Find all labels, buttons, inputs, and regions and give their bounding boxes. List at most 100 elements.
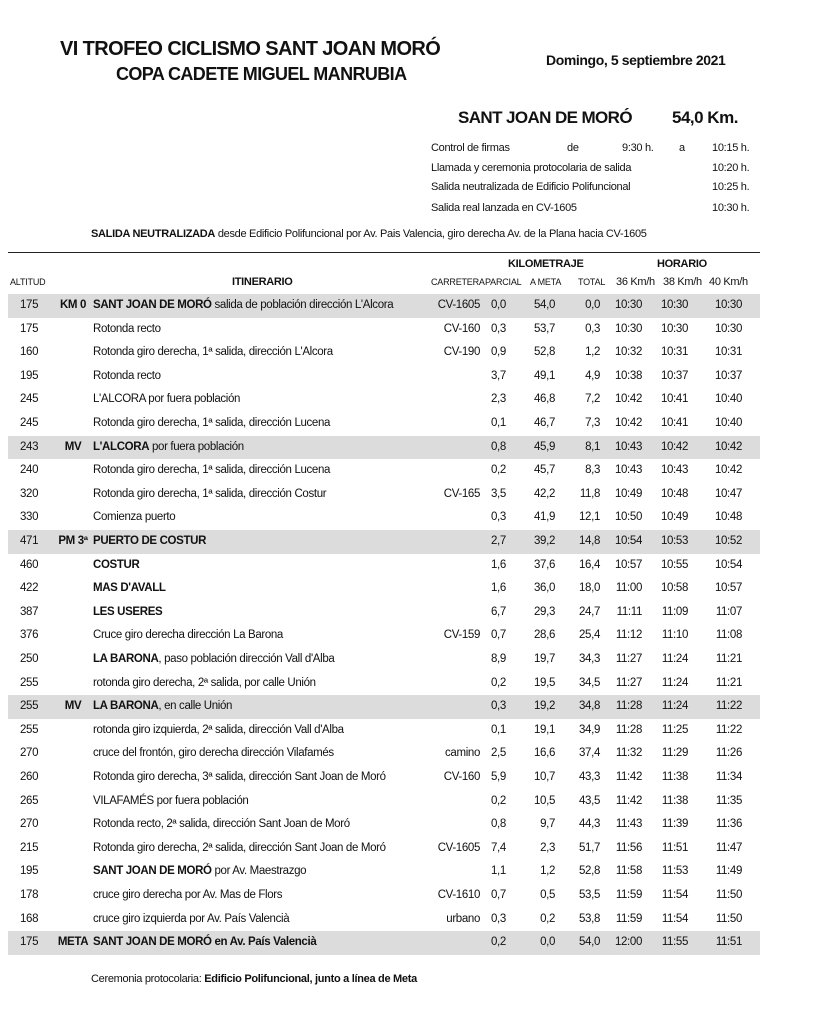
time-40: 11:35	[715, 794, 743, 807]
time-40: 10:31	[714, 346, 742, 359]
total-km: 24,7	[579, 605, 600, 618]
total-km: 51,7	[579, 841, 600, 854]
partial-km: 1,6	[491, 582, 506, 595]
km-to-finish: 2,3	[540, 841, 555, 854]
time-36: 10:54	[614, 535, 642, 547]
time-36: 11:43	[615, 818, 643, 831]
table-row: 260 CV-160 5,9 10,7 43,3 11:42 11:38 11:34 Roton…	[8, 766, 760, 790]
table-row: 255 0,1 19,1 34,9 11:28 11:25 11:22 rotonda gir…	[8, 719, 760, 743]
description-text: cruce giro derecha por Av. Mas de Flors	[93, 889, 283, 901]
altitude: 243	[20, 440, 39, 453]
km-to-finish: 53,7	[534, 322, 555, 335]
km-marker: MV	[64, 700, 82, 713]
itinerary-description: Rotonda recto	[93, 370, 161, 382]
itinerary-description: cruce giro izquierda por Av. País Valenc…	[93, 913, 290, 925]
table-row: 215 CV-1605 7,4 2,3 51,7 11:56 11:51 11:47 Roton…	[8, 837, 760, 861]
place-name: L'ALCORA	[93, 440, 150, 453]
time-36: 11:56	[615, 841, 643, 854]
time-38: 10:43	[660, 464, 688, 477]
total-km: 53,8	[579, 912, 600, 925]
place-name: PUERTO DE COSTUR	[93, 535, 207, 547]
altitude: 260	[20, 771, 39, 783]
table-row: 270 camino 2,5 16,6 37,4 11:32 11:29 11:26 cruce…	[8, 742, 760, 766]
itinerary-description: rotonda giro derecha, 2ª salida, por cal…	[93, 677, 316, 689]
partial-km: 0,7	[491, 889, 506, 901]
time-36: 11:59	[615, 889, 643, 901]
itinerary-description: cruce giro derecha por Av. Mas de Flors	[93, 889, 283, 901]
table-row: 243 MV 0,8 45,9 8,1 10:43 10:42 10:42 L'ALCORA p…	[8, 435, 760, 460]
km-to-finish: 45,9	[534, 440, 555, 453]
start-place: SANT JOAN DE MORÓ	[458, 108, 633, 127]
itinerary-description: VILAFAMÉS por fuera población	[93, 795, 249, 807]
total-km: 11,8	[579, 487, 600, 500]
col-carretera: CARRETERA	[431, 277, 485, 287]
altitude: 255	[20, 723, 39, 736]
road: CV-160	[443, 771, 481, 783]
ceremony-note: Ceremonia protocolaria: Edificio Polifun…	[91, 973, 417, 985]
itinerary-description: COSTUR	[93, 558, 140, 571]
description-text: rotonda giro derecha, 2ª salida, por cal…	[93, 676, 316, 689]
km-marker: PM 3ª	[58, 535, 88, 547]
time-36: 10:32	[614, 346, 642, 359]
total-km: 34,9	[579, 723, 600, 736]
km-marker: KM 0	[59, 299, 87, 311]
itinerary-description: Rotonda giro derecha, 2ª salida, direcci…	[93, 842, 386, 854]
description-text: Rotonda recto	[93, 369, 161, 382]
km-to-finish: 0,0	[540, 936, 555, 949]
time-40: 10:42	[714, 440, 742, 453]
km-to-finish: 28,6	[534, 629, 555, 642]
time-36: 10:38	[614, 369, 642, 382]
table-row: 422 1,6 36,0 18,0 11:00 10:58 10:57 MAS D'AVALL	[8, 577, 760, 601]
table-row: 245 2,3 46,8 7,2 10:42 10:41 10:40 L'ALCORA por…	[8, 388, 760, 412]
schedule-label: Salida neutralizada de Edificio Polifunc…	[431, 181, 631, 193]
km-marker: META	[57, 936, 89, 949]
description-text: Rotonda giro derecha, 2ª salida, direcci…	[93, 841, 386, 854]
itinerary-description: SANT JOAN DE MORÓ en Av. País Valencià	[93, 936, 317, 948]
time-36: 11:27	[615, 676, 643, 689]
description-text: por fuera población	[149, 440, 244, 453]
time-38: 11:24	[661, 676, 689, 689]
table-row: 320 CV-165 3,5 42,2 11,8 10:49 10:48 10:47 Roton…	[8, 483, 760, 507]
table-row: 255 0,2 19,5 34,5 11:27 11:24 11:21 rotonda gir…	[8, 672, 760, 696]
time-36: 10:42	[614, 393, 642, 406]
total-km: 52,8	[579, 865, 600, 878]
time-40: 11:50	[715, 889, 743, 901]
time-36: 11:00	[615, 582, 643, 595]
road: CV-1605	[437, 841, 481, 854]
description-text: , en calle Unión	[158, 700, 233, 713]
total-km: 43,5	[579, 794, 600, 807]
table-row: 168 urbano 0,3 0,2 53,8 11:59 11:54 11:50 cruce …	[8, 908, 760, 932]
altitude: 178	[20, 889, 39, 901]
description-text: rotonda giro izquierda, 2ª salida, direc…	[93, 723, 344, 736]
total-km: 12,1	[579, 511, 600, 524]
altitude: 255	[20, 700, 39, 713]
partial-km: 0,2	[491, 676, 506, 689]
itinerary-description: Rotonda giro derecha, 3ª salida, direcci…	[93, 771, 386, 783]
partial-km: 0,3	[491, 511, 506, 524]
altitude: 245	[20, 393, 39, 406]
place-name: COSTUR	[93, 558, 140, 571]
km-to-finish: 36,0	[534, 582, 555, 595]
partial-km: 0,7	[491, 629, 506, 642]
km-to-finish: 37,6	[534, 558, 555, 571]
schedule-label: Llamada y ceremonia protocolaria de sali…	[431, 162, 632, 174]
altitude: 330	[20, 511, 39, 524]
itinerary-description: L'ALCORA por fuera población	[93, 441, 244, 453]
note-text: desde Edificio Polifuncional por Av. Pai…	[215, 228, 647, 240]
time-38: 11:09	[661, 605, 689, 618]
time-36: 11:59	[615, 912, 643, 925]
time-38: 10:48	[660, 487, 688, 500]
time-36: 11:42	[615, 794, 643, 807]
time-38: 10:58	[660, 582, 688, 595]
partial-km: 0,3	[491, 322, 506, 335]
total-distance: 54,0 Km.	[672, 108, 738, 127]
ceremony-place: Edificio Polifuncional, junto a línea de…	[204, 973, 417, 985]
table-row: 387 6,7 29,3 24,7 11:11 11:09 11:07 LES USERES	[8, 601, 760, 625]
time-40: 11:50	[715, 912, 743, 925]
road: CV-159	[443, 629, 481, 642]
total-km: 43,3	[579, 771, 600, 783]
time-36: 11:27	[615, 653, 643, 665]
table-row: 471 PM 3ª 2,7 39,2 14,8 10:54 10:53 10:52 PUERTO…	[8, 530, 760, 554]
description-text: Rotonda giro derecha, 1ª salida, direcci…	[93, 487, 327, 500]
km-to-finish: 10,5	[534, 794, 555, 807]
